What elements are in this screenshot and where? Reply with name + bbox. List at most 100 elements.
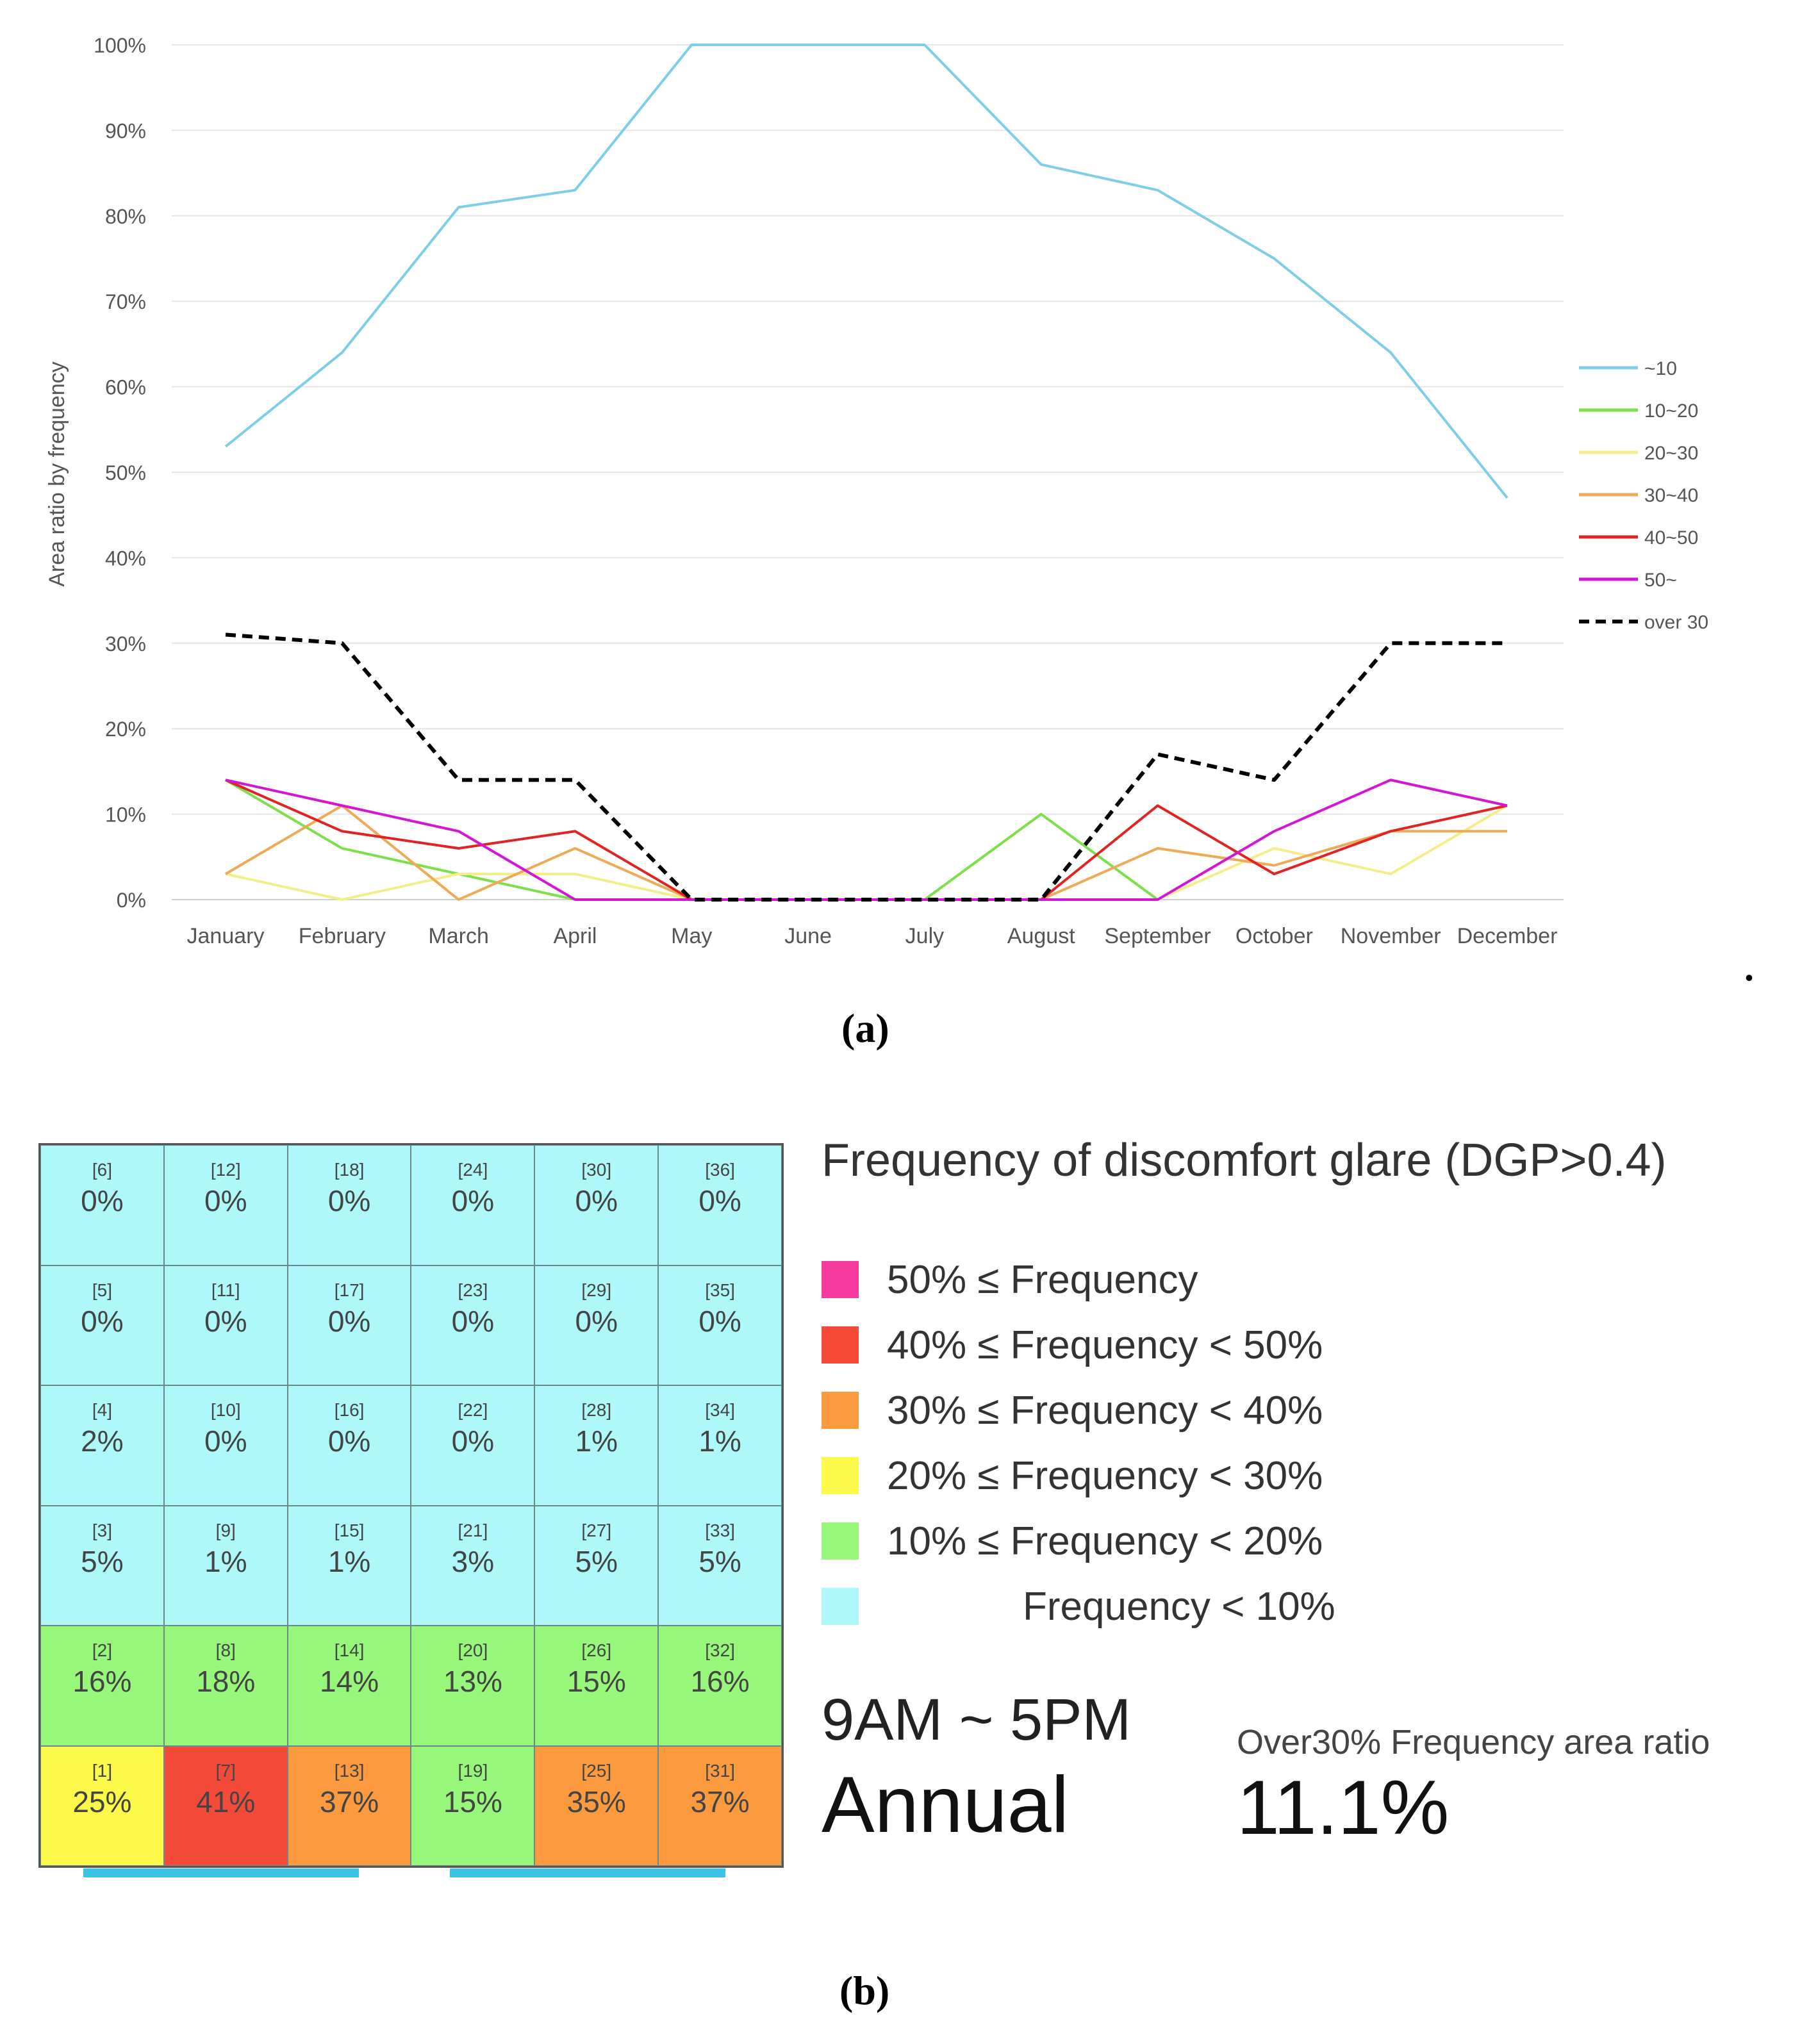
y-tick-label: 40% — [105, 547, 146, 570]
cell-value: 0% — [451, 1184, 495, 1217]
cell-id: [33] — [705, 1520, 735, 1540]
legend-item: 40% ≤ Frequency < 50% — [822, 1323, 1323, 1367]
grid-cell: [23] 0% — [411, 1265, 535, 1385]
y-tick-labels: 0% 10% 20% 30% 40% 50% 60% 70% 80% 90% 100% — [94, 34, 146, 912]
x-tick-label: August — [1007, 924, 1075, 948]
x-tick-label: April — [553, 924, 597, 948]
cell-id: [28] — [581, 1400, 612, 1420]
grid-cell: [33] 5% — [658, 1505, 782, 1626]
cell-id: [17] — [334, 1280, 365, 1300]
annual-label: Annual — [822, 1761, 1070, 1849]
cell-id: [27] — [581, 1520, 612, 1540]
x-tick-label: September — [1104, 924, 1210, 948]
cell-value: 2% — [81, 1424, 124, 1458]
legend-item-label: 10% ≤ Frequency < 20% — [887, 1519, 1323, 1563]
y-tick-label: 90% — [105, 119, 146, 142]
grid-cell: [20] 13% — [411, 1626, 535, 1746]
cell-value: 37% — [690, 1784, 750, 1818]
cell-value: 1% — [575, 1424, 618, 1458]
grid-cell: [1] 25% — [40, 1745, 164, 1866]
cell-id: [24] — [458, 1160, 488, 1180]
grid-cell: [16] 0% — [287, 1385, 411, 1506]
grid-cell: [15] 1% — [287, 1505, 411, 1626]
cell-id: [7] — [215, 1760, 236, 1781]
cell-value: 0% — [327, 1424, 371, 1458]
legend-color-swatch — [822, 1522, 859, 1560]
cell-id: [34] — [705, 1400, 735, 1420]
x-tick-label: February — [299, 924, 386, 948]
cell-id: [11] — [211, 1280, 240, 1300]
grid-cell: [28] 1% — [534, 1385, 659, 1506]
y-tick-label: 100% — [94, 34, 146, 57]
legend-item: 30% ≤ Frequency < 40% — [822, 1388, 1323, 1433]
cell-id: [31] — [705, 1760, 735, 1781]
legend-item: 10% ≤ Frequency < 20% — [822, 1519, 1323, 1563]
legend-item: Frequency < 10% — [822, 1584, 1335, 1629]
cell-value: 41% — [196, 1784, 256, 1818]
cell-value: 1% — [204, 1544, 247, 1578]
cell-value: 0% — [327, 1184, 371, 1217]
cell-value: 37% — [320, 1784, 379, 1818]
series-line-over-30 — [225, 632, 1507, 902]
legend-label: 10~20 — [1644, 400, 1698, 422]
x-tick-labels: January February March April May June July Augu… — [187, 924, 1558, 948]
cell-value: 35% — [566, 1784, 626, 1818]
cell-id: [13] — [334, 1760, 365, 1781]
grid-cell: [18] 0% — [287, 1145, 411, 1265]
grid-cell: [14] 14% — [287, 1626, 411, 1746]
cell-id: [12] — [210, 1160, 241, 1180]
y-tick-label: 10% — [105, 804, 146, 827]
grid-cell: [19] 15% — [411, 1745, 535, 1866]
legend-label: over 30 — [1644, 612, 1708, 633]
legend-item: 20% ≤ Frequency < 30% — [822, 1453, 1323, 1498]
cell-value: 0% — [204, 1424, 247, 1458]
cell-id: [5] — [92, 1280, 112, 1300]
legend-label: 50~ — [1644, 570, 1677, 591]
cell-id: [8] — [215, 1640, 236, 1660]
cell-value: 0% — [327, 1304, 371, 1338]
x-tick-label: December — [1457, 924, 1558, 948]
cell-value: 0% — [204, 1304, 247, 1338]
cell-id: [3] — [92, 1520, 112, 1540]
grid-cell: [3] 5% — [40, 1505, 164, 1626]
cell-id: [30] — [581, 1160, 612, 1180]
grid-cell: [36] 0% — [658, 1145, 782, 1265]
cell-id: [35] — [705, 1280, 735, 1300]
legend-title: Frequency of discomfort glare (DGP>0.4) — [822, 1135, 1667, 1186]
caption-b: (b) — [839, 1968, 890, 2013]
cell-id: [2] — [92, 1640, 112, 1660]
cell-id: [20] — [458, 1640, 488, 1660]
x-tick-label: January — [187, 924, 265, 948]
y-axis-label: Area ratio by frequency — [45, 361, 69, 587]
period-label: 9AM ~ 5PM — [822, 1687, 1132, 1752]
cell-id: [32] — [705, 1640, 735, 1660]
cell-id: [23] — [458, 1280, 488, 1300]
grid-cell: [27] 5% — [534, 1505, 659, 1626]
cell-id: [29] — [581, 1280, 612, 1300]
series-lines — [224, 44, 1508, 902]
grid-cell: [31] 37% — [658, 1745, 782, 1866]
grid-cell: [24] 0% — [411, 1145, 535, 1265]
grid-cell: [6] 0% — [40, 1145, 164, 1265]
cell-id: [9] — [215, 1520, 236, 1540]
x-tick-label: July — [905, 924, 944, 948]
grid-cell: [29] 0% — [534, 1265, 659, 1385]
cell-id: [16] — [334, 1400, 365, 1420]
stray-dot: . — [1744, 946, 1754, 989]
grid-cell: [2] 16% — [40, 1626, 164, 1746]
cell-value: 1% — [327, 1544, 371, 1578]
cell-value: 25% — [72, 1784, 132, 1818]
series-line-10-20 — [224, 779, 1159, 901]
grid-cell: [21] 3% — [411, 1505, 535, 1626]
window-marker-right — [450, 1868, 725, 1877]
cell-id: [1] — [92, 1760, 112, 1781]
grid-cell: [9] 1% — [163, 1505, 288, 1626]
cell-value: 0% — [698, 1304, 741, 1338]
legend-color-swatch — [822, 1392, 859, 1429]
cell-id: [26] — [581, 1640, 612, 1660]
cell-value: 0% — [81, 1304, 124, 1338]
legend-item: 50% ≤ Frequency — [822, 1257, 1198, 1302]
chart-legend: ~10 10~20 20~30 30~40 40~50 50~ over 30 — [1579, 358, 1708, 633]
legend-label: 30~40 — [1644, 485, 1698, 506]
series-line-10 — [224, 44, 1508, 499]
